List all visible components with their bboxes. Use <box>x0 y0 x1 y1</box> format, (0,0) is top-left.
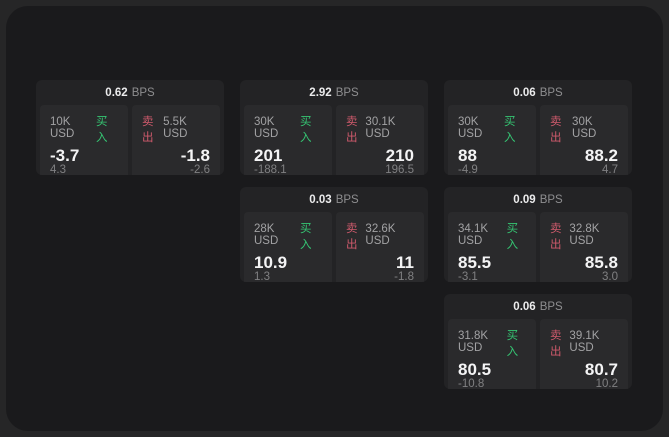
quote-card[interactable]: 2.92 BPS 30K USD 买入 201 -188.1 卖出 30.1K … <box>240 80 428 175</box>
sell-price: -1.8 <box>180 146 210 165</box>
buy-delta: -4.9 <box>458 164 478 175</box>
bps-header: 2.92 BPS <box>240 80 428 105</box>
sell-price: 210 <box>385 146 414 165</box>
buy-side-label: 买入 <box>506 330 519 358</box>
sell-delta: 10.2 <box>595 378 618 389</box>
quote-card[interactable]: 0.06 BPS 30K USD 买入 88 -4.9 卖出 30K USD 8… <box>444 80 632 175</box>
buy-price: -3.7 <box>50 146 80 165</box>
buy-price: 201 <box>254 146 283 165</box>
buy-side-label: 买入 <box>506 223 519 251</box>
buy-side-label: 买入 <box>299 223 312 251</box>
sell-price: 85.8 <box>584 253 618 272</box>
quote-card[interactable]: 0.03 BPS 28K USD 买入 10.9 1.3 卖出 32.6K US… <box>240 187 428 282</box>
buy-delta: -10.8 <box>458 378 485 389</box>
bps-unit-label: BPS <box>131 86 155 99</box>
sell-side-label: 卖出 <box>346 116 358 144</box>
sell-delta: 4.7 <box>602 164 618 175</box>
bps-value: 0.62 <box>105 86 128 99</box>
bps-unit-label: BPS <box>539 300 563 313</box>
buy-delta: -188.1 <box>254 164 287 175</box>
buy-side-label: 买入 <box>299 116 312 144</box>
buy-panel[interactable]: 28K USD 买入 10.9 1.3 <box>244 212 332 282</box>
card-body: 34.1K USD 买入 85.5 -3.1 卖出 32.8K USD 85.8… <box>444 212 632 282</box>
sell-panel[interactable]: 卖出 39.1K USD 80.7 10.2 <box>540 319 628 389</box>
sell-delta: -2.6 <box>190 164 210 175</box>
bps-value: 0.06 <box>513 300 536 313</box>
sell-amount: 32.6K USD <box>365 223 396 247</box>
buy-price: 85.5 <box>458 253 492 272</box>
bps-header: 0.09 BPS <box>444 187 632 212</box>
bps-header: 0.06 BPS <box>444 294 632 319</box>
bps-header: 0.03 BPS <box>240 187 428 212</box>
card-body: 31.8K USD 买入 80.5 -10.8 卖出 39.1K USD 80.… <box>444 319 632 389</box>
sell-side-label: 卖出 <box>142 116 154 144</box>
bps-unit-label: BPS <box>539 193 563 206</box>
buy-price: 88 <box>458 146 477 165</box>
buy-amount: 30K USD <box>458 116 483 140</box>
bps-unit-label: BPS <box>335 193 359 206</box>
buy-amount: 31.8K USD <box>458 330 489 354</box>
bps-unit-label: BPS <box>335 86 359 99</box>
bps-value: 0.03 <box>309 193 332 206</box>
buy-side-label: 买入 <box>95 116 108 144</box>
buy-panel[interactable]: 10K USD 买入 -3.7 4.3 <box>40 105 128 175</box>
sell-side-label: 卖出 <box>550 330 562 358</box>
bps-header: 0.06 BPS <box>444 80 632 105</box>
buy-delta: -3.1 <box>458 271 478 282</box>
bps-value: 0.06 <box>513 86 536 99</box>
card-body: 30K USD 买入 201 -188.1 卖出 30.1K USD 210 1… <box>240 105 428 175</box>
quote-card-grid: 0.62 BPS 10K USD 买入 -3.7 4.3 卖出 5.5K USD… <box>36 80 632 389</box>
card-body: 30K USD 买入 88 -4.9 卖出 30K USD 88.2 4.7 <box>444 105 632 175</box>
sell-panel[interactable]: 卖出 5.5K USD -1.8 -2.6 <box>132 105 220 175</box>
sell-amount: 30K USD <box>572 116 597 140</box>
bps-header: 0.62 BPS <box>36 80 224 105</box>
quote-card[interactable]: 0.06 BPS 31.8K USD 买入 80.5 -10.8 卖出 39.1… <box>444 294 632 389</box>
bps-value: 0.09 <box>513 193 536 206</box>
buy-price: 80.5 <box>458 360 492 379</box>
sell-delta: 196.5 <box>385 164 414 175</box>
buy-panel[interactable]: 34.1K USD 买入 85.5 -3.1 <box>448 212 536 282</box>
sell-side-label: 卖出 <box>550 223 562 251</box>
buy-amount: 30K USD <box>254 116 279 140</box>
card-body: 10K USD 买入 -3.7 4.3 卖出 5.5K USD -1.8 -2.… <box>36 105 224 175</box>
buy-amount: 34.1K USD <box>458 223 489 247</box>
sell-amount: 30.1K USD <box>365 116 396 140</box>
buy-panel[interactable]: 30K USD 买入 88 -4.9 <box>448 105 536 175</box>
buy-delta: 4.3 <box>50 164 66 175</box>
sell-amount: 39.1K USD <box>569 330 600 354</box>
sell-panel[interactable]: 卖出 32.8K USD 85.8 3.0 <box>540 212 628 282</box>
buy-delta: 1.3 <box>254 271 270 282</box>
sell-price: 80.7 <box>584 360 618 379</box>
quote-card[interactable]: 0.09 BPS 34.1K USD 买入 85.5 -3.1 卖出 32.8K… <box>444 187 632 282</box>
card-body: 28K USD 买入 10.9 1.3 卖出 32.6K USD 11 -1.8 <box>240 212 428 282</box>
buy-side-label: 买入 <box>503 116 516 144</box>
sell-panel[interactable]: 卖出 30K USD 88.2 4.7 <box>540 105 628 175</box>
sell-panel[interactable]: 卖出 32.6K USD 11 -1.8 <box>336 212 424 282</box>
buy-price: 10.9 <box>254 253 288 272</box>
sell-delta: 3.0 <box>602 271 618 282</box>
buy-amount: 10K USD <box>50 116 75 140</box>
sell-side-label: 卖出 <box>550 116 562 144</box>
bps-value: 2.92 <box>309 86 332 99</box>
sell-price: 88.2 <box>584 146 618 165</box>
sell-amount: 32.8K USD <box>569 223 600 247</box>
buy-panel[interactable]: 31.8K USD 买入 80.5 -10.8 <box>448 319 536 389</box>
sell-side-label: 卖出 <box>346 223 358 251</box>
bps-unit-label: BPS <box>539 86 563 99</box>
sell-amount: 5.5K USD <box>163 116 188 140</box>
sell-delta: -1.8 <box>394 271 414 282</box>
sell-price: 11 <box>396 253 414 272</box>
buy-panel[interactable]: 30K USD 买入 201 -188.1 <box>244 105 332 175</box>
sell-panel[interactable]: 卖出 30.1K USD 210 196.5 <box>336 105 424 175</box>
buy-amount: 28K USD <box>254 223 279 247</box>
quote-card[interactable]: 0.62 BPS 10K USD 买入 -3.7 4.3 卖出 5.5K USD… <box>36 80 224 175</box>
